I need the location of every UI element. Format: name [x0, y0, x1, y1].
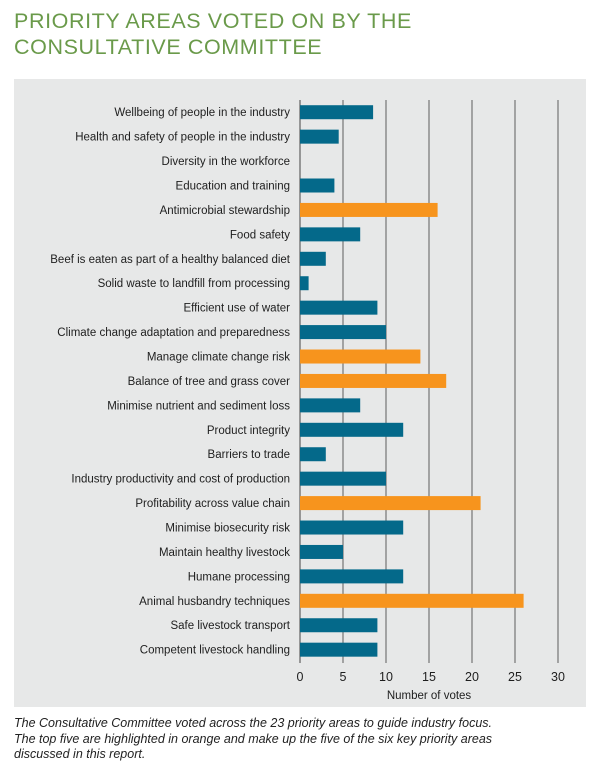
category-label: Humane processing	[188, 571, 290, 583]
bar	[300, 496, 481, 511]
category-label: Education and training	[176, 181, 290, 193]
bar	[300, 422, 404, 437]
category-label: Manage climate change risk	[147, 352, 290, 364]
caption-line-1: The Consultative Committee voted across …	[14, 716, 493, 730]
category-label: Efficient use of water	[183, 303, 290, 315]
bar	[300, 373, 447, 388]
x-tick-label: 10	[379, 670, 393, 684]
category-label: Animal husbandry techniques	[139, 596, 290, 608]
category-label: Product integrity	[207, 425, 290, 437]
bar	[300, 544, 343, 559]
category-label: Beef is eaten as part of a healthy balan…	[50, 254, 291, 266]
bar	[300, 593, 524, 608]
bar	[300, 447, 326, 462]
chart-title-line-1: PRIORITY AREAS VOTED ON BY THE	[14, 9, 412, 33]
category-labels: Wellbeing of people in the industry Healt…	[50, 107, 291, 656]
category-label: Antimicrobial stewardship	[160, 205, 290, 217]
x-axis-title: Number of votes	[387, 690, 472, 702]
bar	[300, 178, 335, 193]
bar	[300, 105, 374, 120]
bar	[300, 276, 309, 291]
bar	[300, 618, 378, 633]
bars	[300, 105, 524, 657]
category-label: Balance of tree and grass cover	[128, 376, 291, 388]
category-label: Profitability across value chain	[135, 498, 290, 510]
bar	[300, 251, 326, 266]
bar	[300, 129, 339, 144]
category-label: Safe livestock transport	[170, 620, 290, 632]
category-label: Food safety	[230, 229, 290, 241]
bar	[300, 227, 361, 242]
category-label: Climate change adaptation and preparedne…	[57, 327, 290, 339]
figure-caption: The Consultative Committee voted across …	[14, 716, 589, 763]
category-label: Solid waste to landfill from processing	[98, 278, 290, 290]
bar	[300, 349, 421, 364]
x-tick-label: 20	[465, 670, 479, 684]
category-label: Barriers to trade	[208, 449, 290, 461]
bar	[300, 471, 386, 486]
x-tick-labels: 0 5 10 15 20 25 30	[297, 670, 565, 684]
bar	[300, 398, 361, 413]
bar	[300, 520, 404, 535]
category-label: Minimise biosecurity risk	[165, 523, 290, 535]
chart-title-line-2: CONSULTATIVE COMMITTEE	[14, 35, 323, 59]
bar	[300, 642, 378, 657]
category-label: Health and safety of people in the indus…	[75, 132, 290, 144]
category-label: Maintain healthy livestock	[159, 547, 290, 559]
category-label: Minimise nutrient and sediment loss	[107, 400, 290, 412]
category-label: Wellbeing of people in the industry	[114, 107, 290, 119]
caption-line-2: The top five are highlighted in orange a…	[14, 731, 493, 746]
caption-line-3: discussed in this report.	[14, 747, 146, 761]
x-tick-label: 30	[551, 670, 565, 684]
category-label: Competent livestock handling	[140, 645, 290, 657]
chart-title: PRIORITY AREAS VOTED ON BY THE CONSULTAT…	[14, 8, 574, 60]
category-label: Industry productivity and cost of produc…	[71, 474, 290, 486]
x-tick-label: 15	[422, 670, 436, 684]
bar	[300, 325, 386, 340]
bar	[300, 569, 404, 584]
bar	[300, 300, 378, 315]
x-tick-label: 0	[297, 670, 304, 684]
bar	[300, 202, 438, 217]
category-label: Diversity in the workforce	[162, 156, 290, 168]
x-tick-label: 5	[340, 670, 347, 684]
x-tick-label: 25	[508, 670, 522, 684]
